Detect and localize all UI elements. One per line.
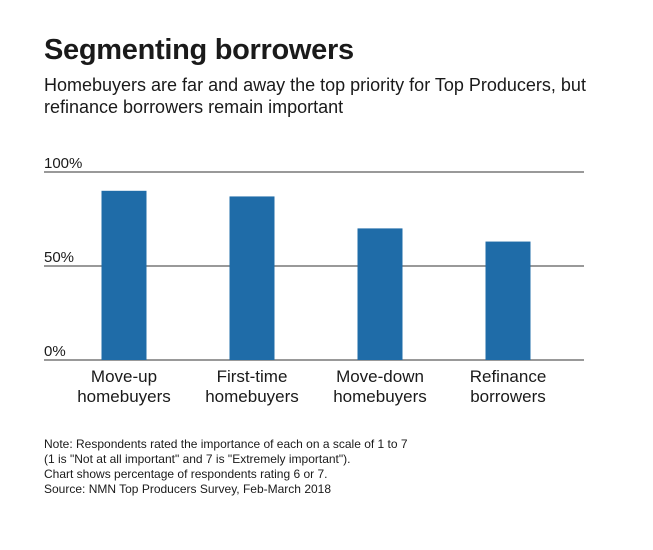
bar bbox=[101, 190, 147, 360]
y-tick-label: 100% bbox=[44, 155, 82, 172]
bar bbox=[485, 241, 531, 360]
source-line: Source: NMN Top Producers Survey, Feb-Ma… bbox=[44, 482, 332, 496]
y-tick-label: 0% bbox=[44, 343, 66, 360]
chart-title: Segmenting borrowers bbox=[44, 34, 354, 66]
note-line: Note: Respondents rated the importance o… bbox=[44, 437, 408, 451]
note-line: Chart shows percentage of respondents ra… bbox=[44, 467, 328, 481]
bar-chart: 0% 50% 100% Move-up homebuyers First-time home… bbox=[44, 155, 584, 406]
y-tick-label: 50% bbox=[44, 249, 74, 266]
bar bbox=[357, 228, 403, 360]
note-line: (1 is "Not at all important" and 7 is "E… bbox=[44, 452, 351, 466]
bar bbox=[229, 196, 275, 360]
x-tick-label: First-time homebuyers bbox=[205, 367, 299, 406]
chart-notes: Note: Respondents rated the importance o… bbox=[44, 437, 604, 497]
x-tick-label: Move-down homebuyers bbox=[333, 367, 427, 406]
x-tick-label: Refinance borrowers bbox=[470, 367, 547, 406]
x-tick-label: Move-up homebuyers bbox=[77, 367, 171, 406]
chart-subtitle: Homebuyers are far and away the top prio… bbox=[44, 75, 586, 117]
